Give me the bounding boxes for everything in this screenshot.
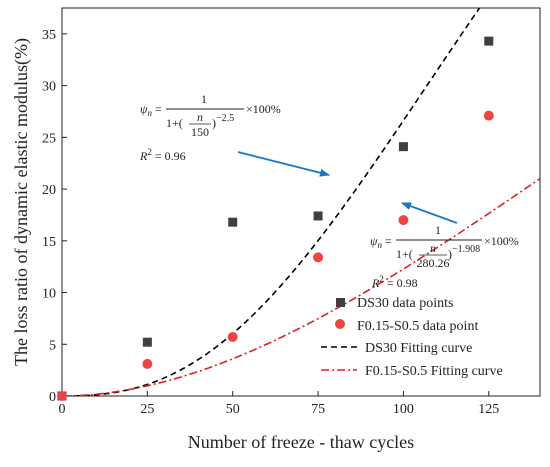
psi-subscript: n bbox=[377, 240, 382, 250]
equation-f015: ψn = 1 1+( n 280.26 )−1.908 ×100% R2 = 0.… bbox=[370, 223, 519, 290]
r2-superscript: 2 bbox=[379, 274, 384, 284]
x-axis-title: Number of freeze - thaw cycles bbox=[188, 432, 414, 452]
equation-ds30-inner-denominator: 150 bbox=[191, 125, 209, 139]
equation-exponent: −1.908 bbox=[452, 244, 480, 255]
point-series0-1 bbox=[142, 337, 152, 347]
equals-sign: = bbox=[385, 234, 392, 248]
point-series0-2 bbox=[228, 217, 238, 227]
point-series0-5 bbox=[484, 36, 494, 46]
equation-f015-inner-numerator: n bbox=[430, 241, 436, 255]
legend-label-f015-points: F0.15-S0.5 data point bbox=[357, 319, 478, 334]
equation-ds30-denominator: 1+( bbox=[166, 116, 183, 130]
r2-value: = 0.98 bbox=[384, 276, 418, 290]
y-tick-label-6: 30 bbox=[42, 80, 56, 95]
equation-ds30-inner-numerator: n bbox=[197, 110, 203, 124]
x-tick-label-3: 75 bbox=[311, 402, 325, 417]
point-series0-4 bbox=[398, 142, 408, 152]
equals-sign: = bbox=[155, 102, 162, 116]
psi-symbol: ψ bbox=[370, 234, 378, 248]
point-series1-5 bbox=[483, 110, 494, 121]
legend-marker-f015-points bbox=[335, 319, 345, 329]
denominator-suffix: ) bbox=[448, 247, 452, 261]
point-series1-0 bbox=[57, 391, 67, 401]
x-tick-label-1: 25 bbox=[140, 402, 154, 417]
point-series1-4 bbox=[398, 215, 409, 226]
equation-ds30-suffix: )−2.5 bbox=[212, 113, 234, 130]
x-tick-label-5: 125 bbox=[478, 402, 499, 417]
r2-value: = 0.96 bbox=[152, 149, 186, 163]
equation-f015-suffix: )−1.908 bbox=[448, 244, 480, 261]
x-tick-label-4: 100 bbox=[393, 402, 414, 417]
legend-label-f015-curve: F0.15-S0.5 Fitting curve bbox=[365, 364, 503, 379]
plot-area bbox=[61, 7, 541, 397]
equation-f015-lhs: ψn = bbox=[370, 234, 392, 250]
r2-superscript: 2 bbox=[147, 147, 152, 157]
r2-label: R bbox=[371, 276, 380, 290]
y-tick-label-1: 5 bbox=[49, 338, 56, 353]
equation-ds30-numerator: 1 bbox=[201, 92, 207, 106]
denominator-prefix: 1+( bbox=[166, 116, 183, 130]
fit-curve-1 bbox=[63, 177, 540, 396]
y-axis-title: The loss ratio of dynamic elastic modulu… bbox=[11, 38, 32, 366]
point-series1-2 bbox=[227, 332, 238, 343]
equation-f015-numerator: 1 bbox=[435, 223, 441, 237]
equation-ds30: ψn = 1 1+( n 150 )−2.5 ×100% R2 = 0.96 bbox=[139, 92, 281, 163]
psi-subscript: n bbox=[147, 108, 152, 118]
denominator-suffix: ) bbox=[212, 116, 216, 130]
r2-label: R bbox=[139, 149, 148, 163]
fitting-curves bbox=[63, 8, 540, 396]
y-tick-label-2: 10 bbox=[42, 287, 56, 302]
equation-f015-times: ×100% bbox=[484, 234, 519, 248]
axis-ticks: 0 25 50 75 100 125 0 5 10 15 20 25 30 35 bbox=[42, 28, 499, 417]
equation-ds30-lhs: ψn = bbox=[140, 102, 162, 118]
equation-ds30-r2: R2 = 0.96 bbox=[139, 147, 186, 163]
y-tick-label-0: 0 bbox=[49, 390, 56, 405]
equation-f015-denominator: 1+( bbox=[396, 247, 413, 261]
x-tick-label-0: 0 bbox=[59, 402, 66, 417]
y-tick-label-5: 25 bbox=[42, 131, 56, 146]
y-tick-label-7: 35 bbox=[42, 28, 56, 43]
legend: DS30 data points F0.15-S0.5 data point D… bbox=[321, 296, 503, 379]
denominator-prefix: 1+( bbox=[396, 247, 413, 261]
equation-f015-inner-denominator: 280.26 bbox=[417, 256, 450, 270]
equation-ds30-times: ×100% bbox=[246, 102, 281, 116]
point-series0-3 bbox=[313, 211, 323, 221]
psi-symbol: ψ bbox=[140, 102, 148, 116]
x-tick-label-2: 50 bbox=[226, 402, 240, 417]
point-series1-3 bbox=[313, 252, 324, 263]
y-tick-label-4: 20 bbox=[42, 183, 56, 198]
equation-f015-r2: R2 = 0.98 bbox=[371, 274, 418, 290]
equation-exponent: −2.5 bbox=[216, 113, 234, 124]
point-series1-1 bbox=[142, 358, 153, 369]
legend-label-ds30-curve: DS30 Fitting curve bbox=[365, 341, 472, 356]
annotation-arrow-ds30 bbox=[237, 151, 330, 177]
data-points bbox=[57, 36, 494, 401]
fit-curve-0 bbox=[63, 8, 481, 396]
legend-marker-ds30-points bbox=[336, 298, 345, 307]
legend-label-ds30-points: DS30 data points bbox=[357, 296, 453, 311]
annotation-arrow-f015 bbox=[401, 202, 458, 224]
y-tick-label-3: 15 bbox=[42, 235, 56, 250]
